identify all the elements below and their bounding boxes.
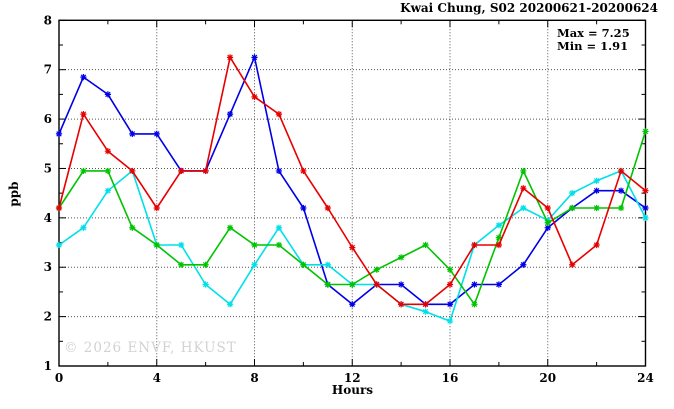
x-tick-label: 16: [442, 371, 459, 385]
y-tick-label: 7: [44, 63, 52, 77]
y-tick-label: 2: [44, 310, 52, 324]
x-tick-label: 24: [637, 371, 654, 385]
y-tick-label: 4: [44, 211, 52, 225]
stat-max: Max = 7.25: [557, 26, 630, 40]
x-axis-label: Hours: [331, 383, 374, 397]
watermark: © 2026 ENVF, HKUST: [64, 340, 237, 356]
x-tick-label: 4: [153, 371, 161, 385]
y-tick-label: 3: [44, 260, 52, 274]
series-markers-red: [55, 54, 649, 308]
stat-min: Min = 1.91: [557, 39, 629, 53]
stats-box: Max = 7.25 Min = 1.91: [557, 27, 630, 53]
x-tick-label: 0: [55, 371, 63, 385]
chart-title: Kwai Chung, S02 20200621-20200624: [400, 1, 658, 15]
x-tick-label: 8: [250, 371, 258, 385]
x-tick-label: 12: [344, 371, 361, 385]
y-tick-label: 6: [44, 112, 52, 126]
y-tick-label: 1: [44, 359, 52, 373]
y-axis-label: ppb: [7, 181, 21, 207]
y-tick-label: 8: [44, 13, 52, 27]
y-tick-label: 5: [44, 161, 52, 175]
x-tick-label: 20: [539, 371, 556, 385]
